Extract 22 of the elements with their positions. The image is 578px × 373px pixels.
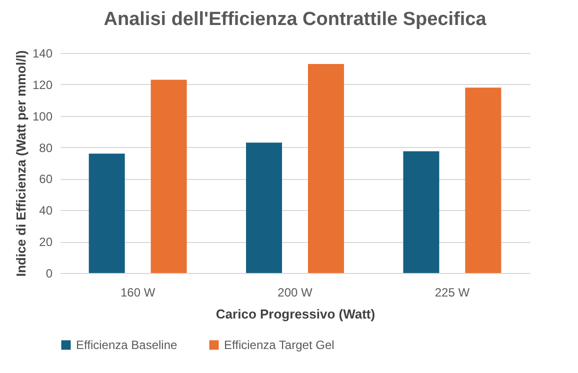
y-tick-label: 0: [46, 266, 53, 280]
bar: [308, 64, 344, 273]
x-tick-label: 200 W: [278, 286, 314, 300]
y-tick-label: 140: [32, 46, 53, 60]
y-tick-label: 80: [39, 140, 53, 155]
x-axis-title: Carico Progressivo (Watt): [216, 306, 376, 322]
y-axis-title: Indice di Efficienza (Watt per mmol/l): [13, 50, 28, 277]
bar: [465, 88, 502, 273]
y-tick-label: 40: [39, 204, 53, 218]
legend-label: Efficienza Target Gel: [224, 338, 334, 352]
y-tick-label: 100: [32, 109, 53, 124]
bar: [403, 151, 440, 273]
y-tick-label: 20: [39, 235, 53, 250]
x-tick-label: 225 W: [434, 286, 470, 300]
bar: [88, 154, 125, 273]
x-tick-label: 160 W: [120, 286, 156, 300]
y-tick-label: 60: [39, 172, 53, 186]
y-tick-label: 120: [32, 78, 53, 92]
legend-label: Efficienza Baseline: [76, 338, 178, 352]
chart-title: Analisi dell'Efficienza Contrattile Specifica: [104, 9, 487, 30]
bar: [246, 142, 282, 273]
bar: [150, 80, 187, 273]
